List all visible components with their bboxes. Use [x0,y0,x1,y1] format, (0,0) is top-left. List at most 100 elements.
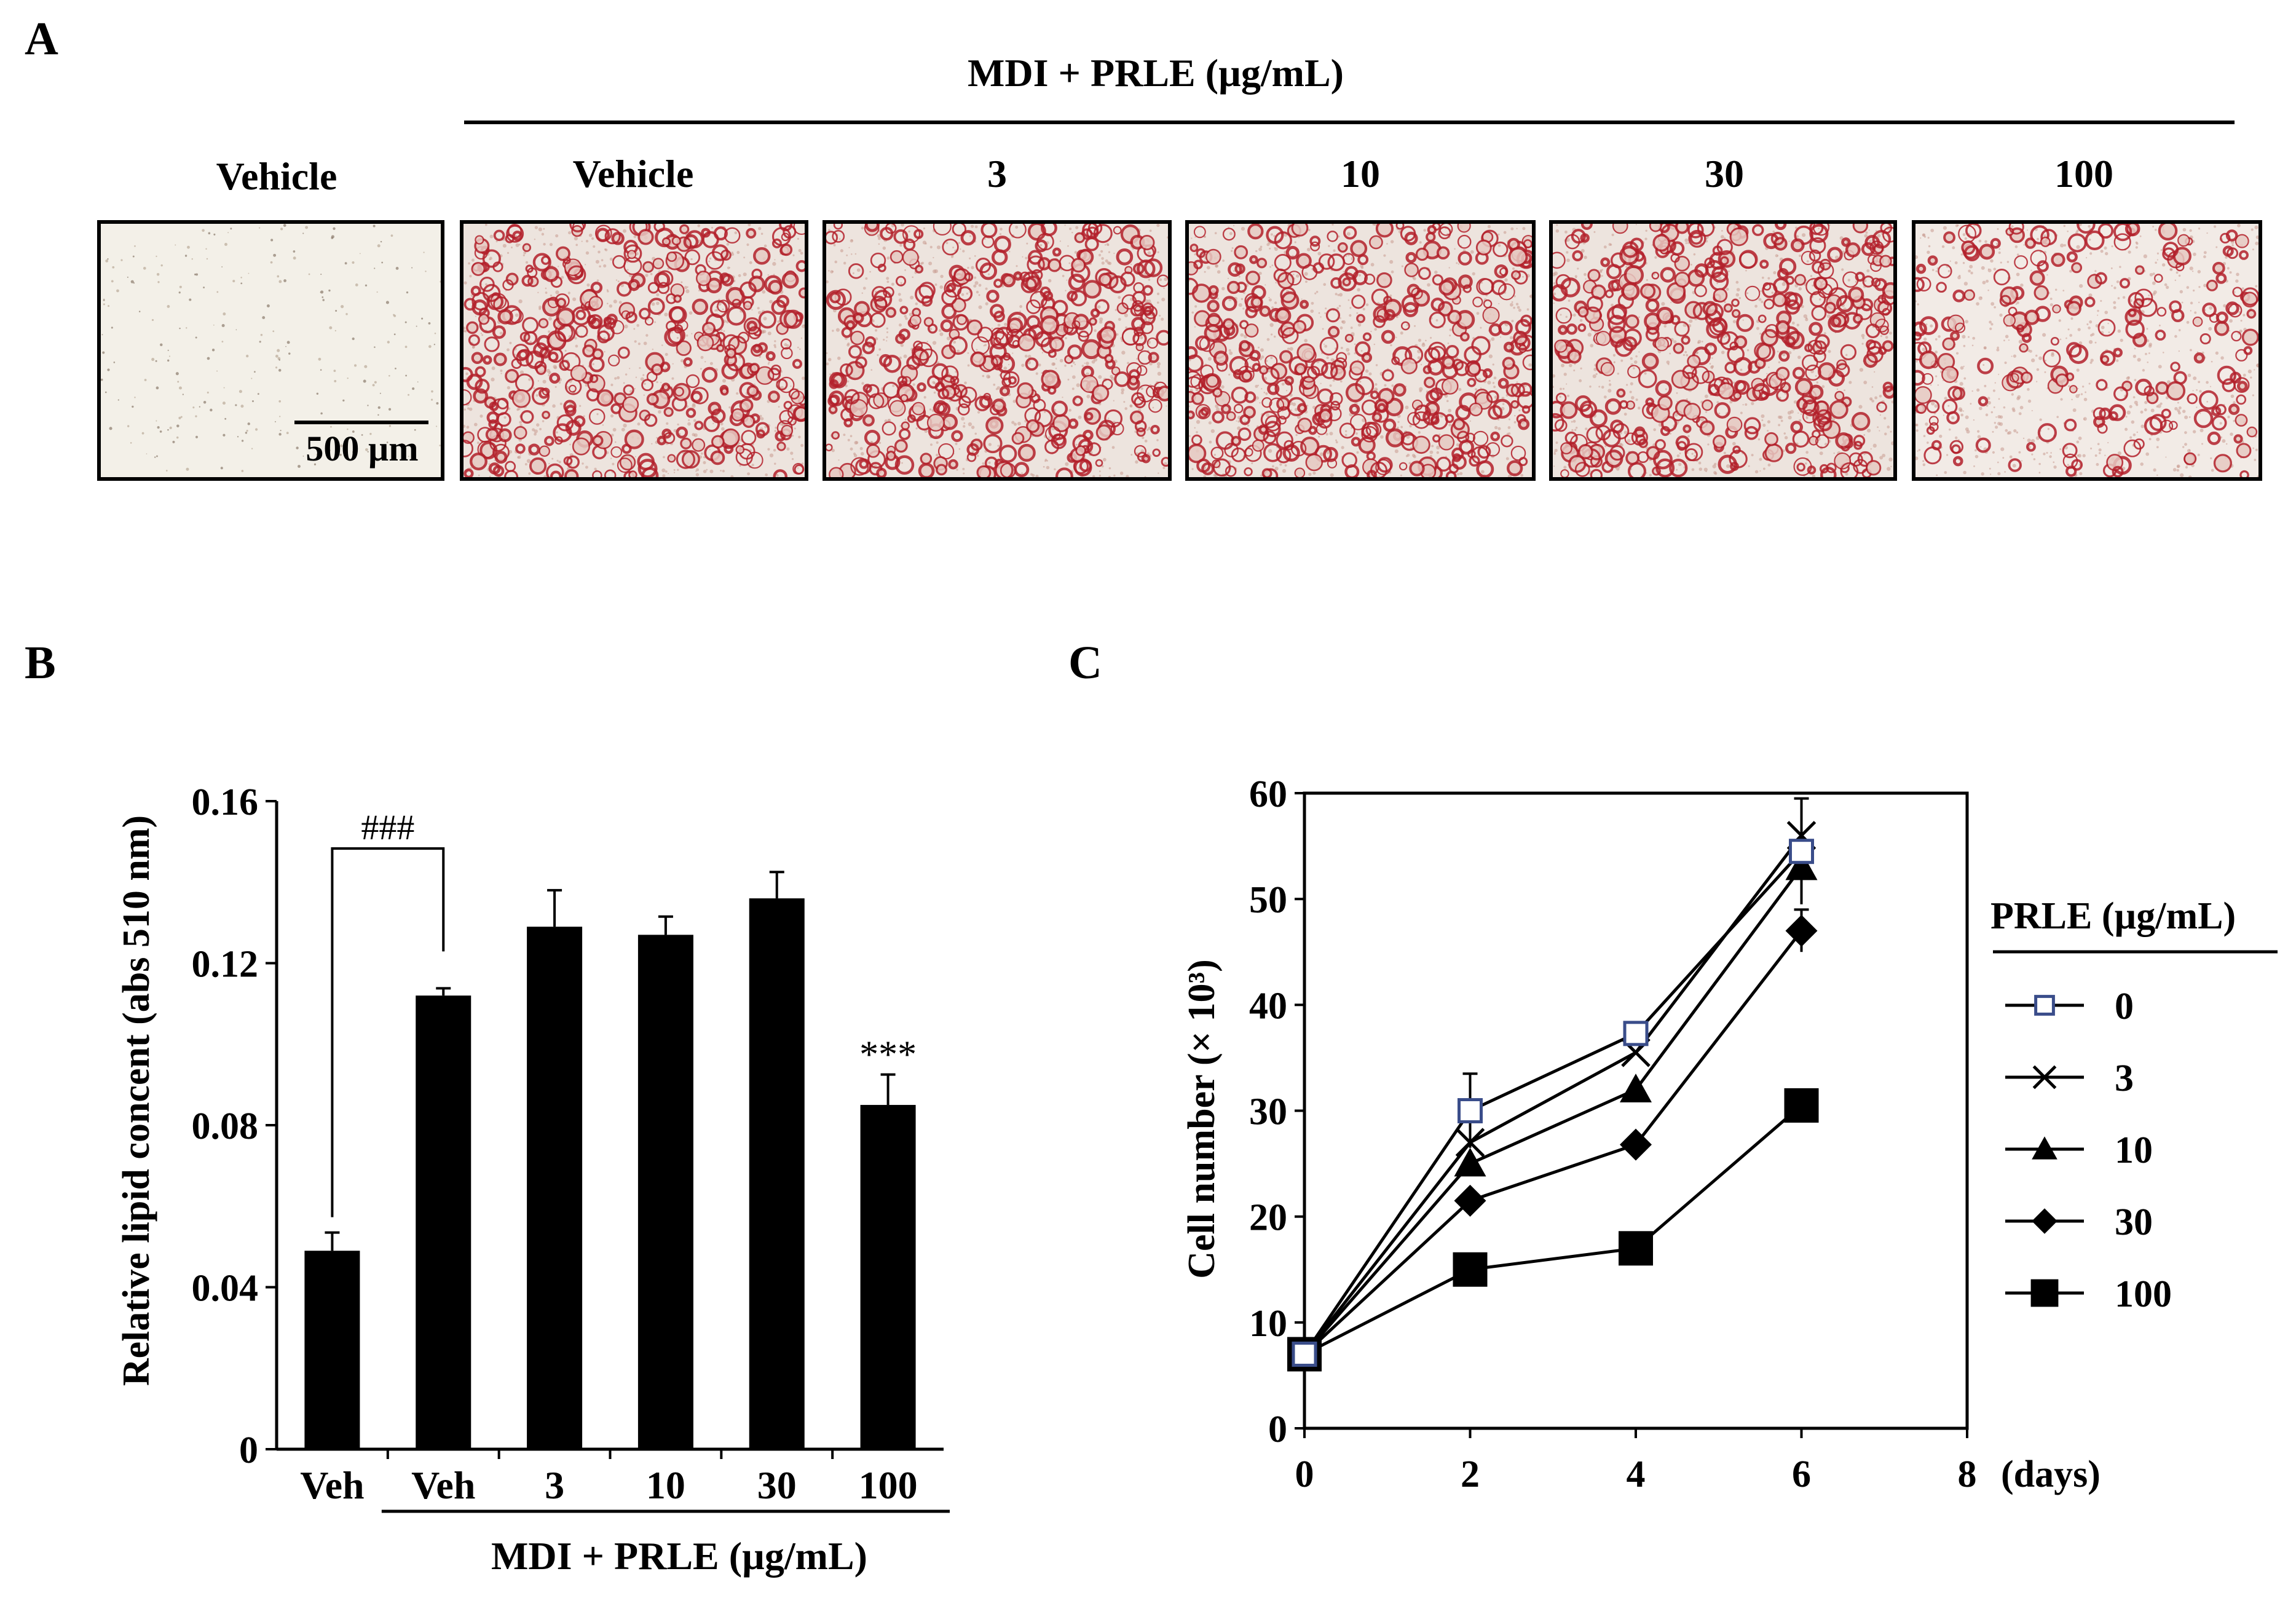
speck [588,233,593,237]
speck [1229,351,1233,355]
speck [1127,362,1130,365]
speck [968,422,972,427]
speck [550,294,553,297]
speck [751,309,753,311]
speck [354,364,357,367]
speck [224,243,227,247]
speck [1796,235,1799,238]
speck [828,358,832,362]
lipid-droplet [1802,354,1818,371]
lipid-droplet [1239,414,1250,425]
speck [434,332,436,334]
speck [1281,382,1285,386]
speck [1081,365,1084,367]
lipid-droplet [1515,318,1532,336]
speck [964,381,967,385]
speck [1406,435,1410,439]
speck [961,293,965,296]
speck [1458,263,1460,265]
speck [966,292,969,295]
lipid-droplet [862,341,875,355]
speck [528,378,531,381]
lipid-droplet [1638,369,1657,389]
speck [541,232,545,236]
lipid-droplet [885,307,897,318]
lipid-droplet [1520,314,1532,327]
speck [1831,256,1833,258]
speck [978,305,982,309]
speck [1553,452,1556,455]
speck [1877,426,1879,429]
lipid-droplet [497,397,509,409]
lipid-droplet [657,435,666,446]
lipid-droplet [960,386,977,403]
speck [1844,389,1845,392]
lipid-droplet [1250,296,1263,309]
lipid-droplet [1189,277,1199,295]
lipid-droplet [1161,457,1168,467]
speck [1035,372,1038,375]
speck [728,406,731,409]
lipid-droplet [1285,245,1300,260]
speck [1801,233,1806,237]
speck [621,427,625,432]
speck [1949,260,1951,262]
lipid-droplet [864,336,877,348]
speck [840,249,843,253]
speck [1406,323,1409,326]
lipid-droplet [1485,442,1501,457]
speck [220,467,223,470]
lipid-droplet [1818,416,1832,432]
lipid-droplet [1370,461,1387,477]
speck [1635,355,1638,358]
speck [1986,404,1989,407]
speck [595,259,599,264]
speck [1513,306,1515,309]
speck [1712,464,1716,469]
speck [169,426,172,430]
lipid-droplet [1792,430,1810,448]
lipid-droplet [1645,298,1660,313]
lipid-droplet [1099,326,1116,344]
speck [1055,367,1057,370]
speck [380,240,382,243]
speck [1221,287,1225,291]
speck [1391,384,1394,387]
speck [1511,320,1514,323]
speck [555,234,559,238]
lipid-droplet [1758,314,1767,323]
lipid-droplet [1263,430,1277,445]
speck [963,472,965,475]
speck [1159,315,1161,317]
speck [709,257,712,260]
lipid-droplet [1671,370,1690,389]
speck [958,242,960,244]
speck [367,405,369,406]
speck [538,307,542,311]
speck [1312,471,1316,475]
lipid-droplet [1656,306,1674,325]
lipid-droplet [637,229,654,245]
lipid-droplet [776,441,786,451]
lipid-droplet [848,263,864,279]
speck [712,422,714,424]
speck [1646,279,1648,282]
speck [1997,472,2001,476]
speck [1555,229,1560,233]
speck [534,226,538,229]
speck [1458,387,1462,392]
lipid-droplet [1507,460,1523,477]
lipid-droplet [1044,439,1059,454]
speck [1449,328,1453,331]
lipid-droplet [739,281,757,299]
lipid-droplet [1074,232,1086,243]
speck [2145,452,2150,456]
speck [314,463,317,465]
speck [1406,453,1410,457]
speck [982,462,985,465]
speck [1040,243,1043,247]
speck [179,327,181,330]
speck [1721,350,1725,354]
lipid-droplet [1403,302,1418,317]
speck [1716,401,1719,404]
